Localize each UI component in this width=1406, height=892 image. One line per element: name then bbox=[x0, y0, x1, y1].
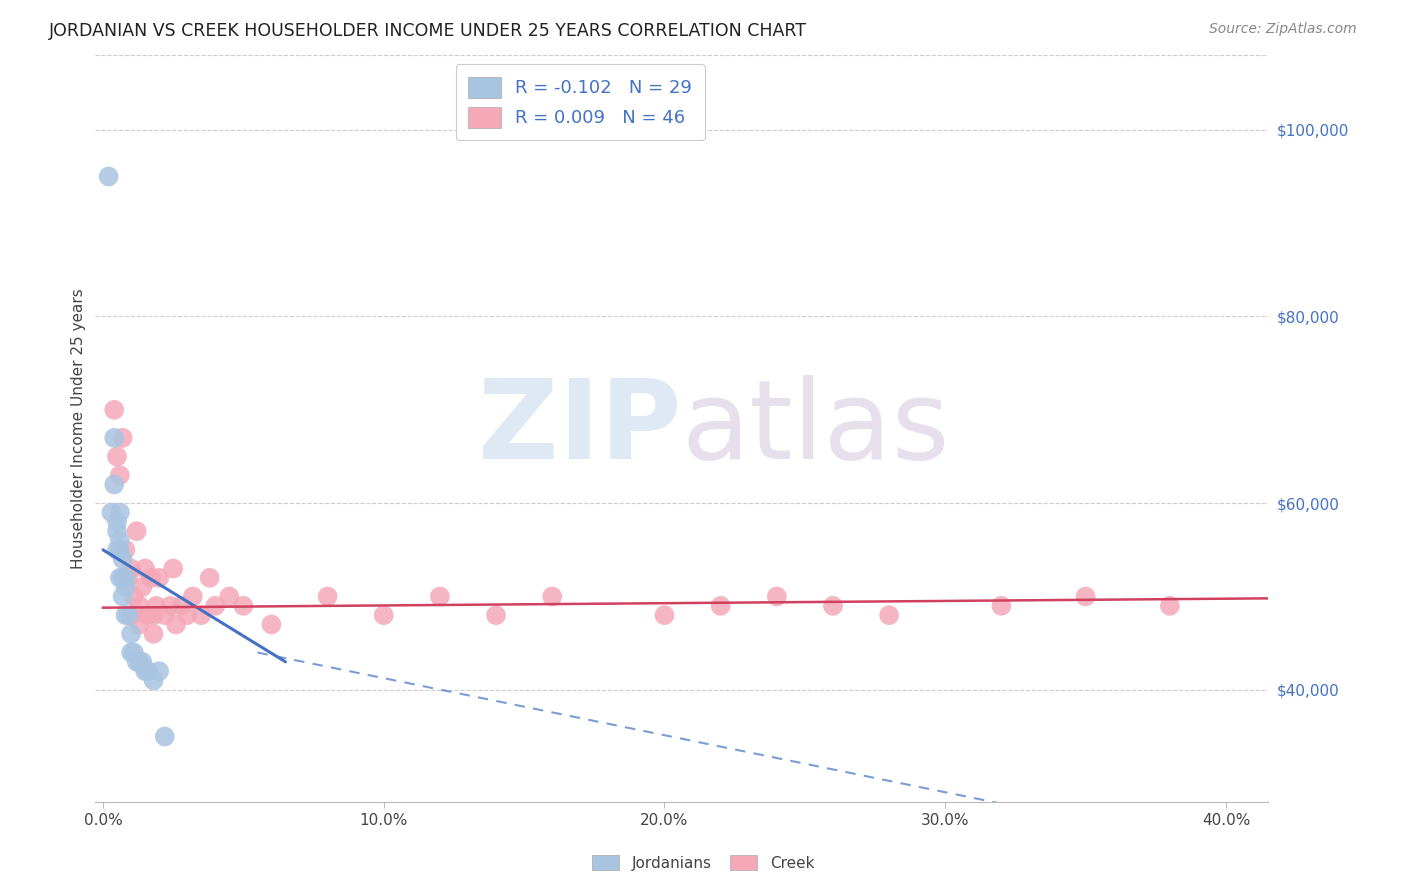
Point bbox=[103, 431, 125, 445]
Point bbox=[153, 730, 176, 744]
Text: atlas: atlas bbox=[682, 375, 950, 482]
Text: JORDANIAN VS CREEK HOUSEHOLDER INCOME UNDER 25 YEARS CORRELATION CHART: JORDANIAN VS CREEK HOUSEHOLDER INCOME UN… bbox=[49, 22, 807, 40]
Point bbox=[134, 561, 156, 575]
Point bbox=[108, 571, 131, 585]
Point bbox=[125, 524, 148, 538]
Point bbox=[134, 664, 156, 678]
Point bbox=[170, 599, 193, 613]
Point bbox=[120, 627, 142, 641]
Point bbox=[218, 590, 240, 604]
Point bbox=[103, 402, 125, 417]
Y-axis label: Householder Income Under 25 years: Householder Income Under 25 years bbox=[72, 288, 86, 569]
Point bbox=[148, 664, 170, 678]
Point bbox=[111, 590, 134, 604]
Point bbox=[120, 561, 142, 575]
Point bbox=[142, 627, 165, 641]
Point bbox=[145, 599, 167, 613]
Point bbox=[260, 617, 283, 632]
Point bbox=[765, 590, 787, 604]
Point bbox=[117, 608, 139, 623]
Legend: Jordanians, Creek: Jordanians, Creek bbox=[582, 846, 824, 880]
Point bbox=[105, 515, 128, 529]
Text: Source: ZipAtlas.com: Source: ZipAtlas.com bbox=[1209, 22, 1357, 37]
Point bbox=[103, 477, 125, 491]
Point bbox=[108, 506, 131, 520]
Point bbox=[114, 542, 136, 557]
Point bbox=[100, 506, 122, 520]
Point bbox=[710, 599, 733, 613]
Point bbox=[108, 542, 131, 557]
Point bbox=[120, 608, 142, 623]
Point bbox=[128, 655, 150, 669]
Point bbox=[128, 617, 150, 632]
Point bbox=[122, 590, 145, 604]
Point bbox=[97, 169, 120, 184]
Point bbox=[114, 608, 136, 623]
Point bbox=[1074, 590, 1097, 604]
Point bbox=[162, 561, 184, 575]
Point bbox=[120, 645, 142, 659]
Point bbox=[159, 599, 181, 613]
Point bbox=[198, 571, 221, 585]
Point bbox=[142, 673, 165, 688]
Point bbox=[131, 580, 153, 594]
Point bbox=[990, 599, 1012, 613]
Point bbox=[111, 552, 134, 566]
Point bbox=[111, 571, 134, 585]
Point bbox=[877, 608, 900, 623]
Point bbox=[316, 590, 339, 604]
Point bbox=[485, 608, 508, 623]
Point bbox=[117, 571, 139, 585]
Point bbox=[105, 542, 128, 557]
Point bbox=[125, 655, 148, 669]
Point bbox=[114, 580, 136, 594]
Point bbox=[654, 608, 676, 623]
Point bbox=[105, 450, 128, 464]
Point bbox=[108, 533, 131, 548]
Text: ZIP: ZIP bbox=[478, 375, 682, 482]
Point bbox=[541, 590, 564, 604]
Point bbox=[111, 431, 134, 445]
Point bbox=[136, 608, 159, 623]
Point bbox=[139, 571, 162, 585]
Point bbox=[128, 599, 150, 613]
Point bbox=[108, 468, 131, 483]
Point bbox=[232, 599, 254, 613]
Point bbox=[204, 599, 226, 613]
Point bbox=[165, 617, 187, 632]
Point bbox=[821, 599, 844, 613]
Point bbox=[122, 645, 145, 659]
Point bbox=[153, 608, 176, 623]
Point bbox=[190, 608, 212, 623]
Point bbox=[136, 664, 159, 678]
Point bbox=[148, 571, 170, 585]
Point bbox=[373, 608, 395, 623]
Point bbox=[429, 590, 451, 604]
Point bbox=[105, 524, 128, 538]
Point bbox=[131, 655, 153, 669]
Point bbox=[181, 590, 204, 604]
Point bbox=[1159, 599, 1181, 613]
Point bbox=[114, 571, 136, 585]
Legend: R = -0.102   N = 29, R = 0.009   N = 46: R = -0.102 N = 29, R = 0.009 N = 46 bbox=[456, 64, 704, 140]
Point bbox=[142, 608, 165, 623]
Point bbox=[176, 608, 198, 623]
